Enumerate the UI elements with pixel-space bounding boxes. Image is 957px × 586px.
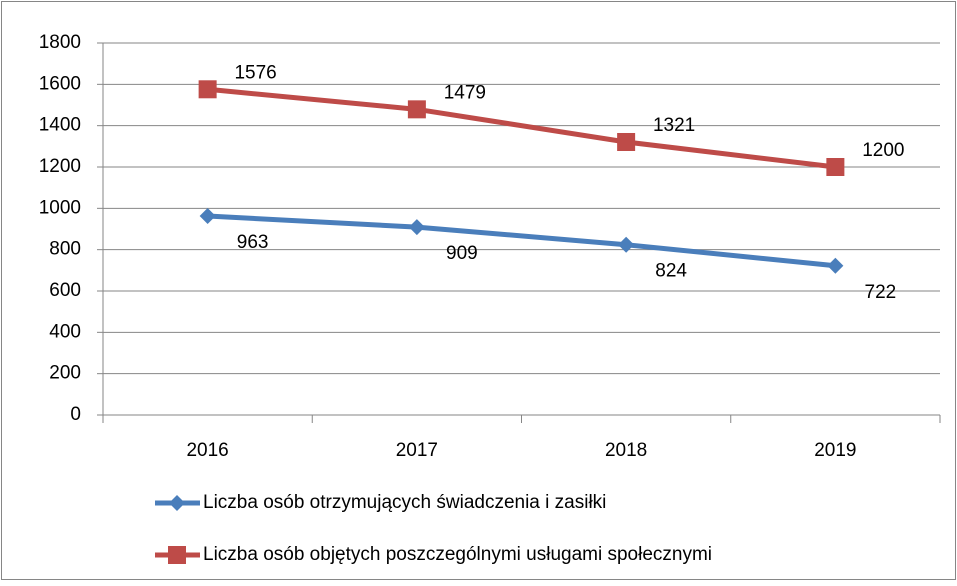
- legend-marker: [169, 495, 185, 511]
- x-tick-label: 2018: [605, 440, 647, 461]
- data-label: 824: [655, 261, 687, 282]
- y-tick-label: 400: [49, 321, 81, 342]
- data-point: [617, 132, 636, 151]
- data-point: [407, 100, 426, 119]
- y-tick-label: 200: [49, 363, 81, 384]
- data-label: 1479: [444, 82, 486, 103]
- data-label: 1200: [862, 140, 904, 161]
- data-point: [408, 219, 425, 236]
- legend-marker: [168, 546, 186, 564]
- data-label: 963: [237, 232, 269, 253]
- data-point: [618, 236, 635, 253]
- data-point: [199, 207, 216, 224]
- legend-label: Liczba osób otrzymujących świadczenia i …: [203, 492, 606, 513]
- data-label: 722: [865, 282, 897, 303]
- y-tick-label: 1600: [39, 73, 81, 94]
- x-tick-label: 2016: [186, 440, 228, 461]
- y-tick-label: 1800: [39, 32, 81, 53]
- y-tick-label: 0: [70, 404, 81, 425]
- y-tick-label: 1200: [39, 156, 81, 177]
- data-point: [827, 257, 844, 274]
- legend-label: Liczba osób objętych poszczególnymi usłu…: [203, 544, 712, 565]
- x-tick-label: 2019: [814, 440, 856, 461]
- y-tick-label: 800: [49, 239, 81, 260]
- y-tick-label: 600: [49, 280, 81, 301]
- y-tick-label: 1400: [39, 115, 81, 136]
- data-label: 1321: [653, 115, 695, 136]
- series-line: [207, 213, 836, 269]
- data-point: [826, 158, 845, 176]
- data-label: 909: [446, 243, 478, 264]
- data-label: 1576: [234, 62, 276, 83]
- series-line: [207, 86, 836, 170]
- data-point: [198, 80, 217, 99]
- x-tick-label: 2017: [396, 440, 438, 461]
- y-tick-label: 1000: [39, 197, 81, 218]
